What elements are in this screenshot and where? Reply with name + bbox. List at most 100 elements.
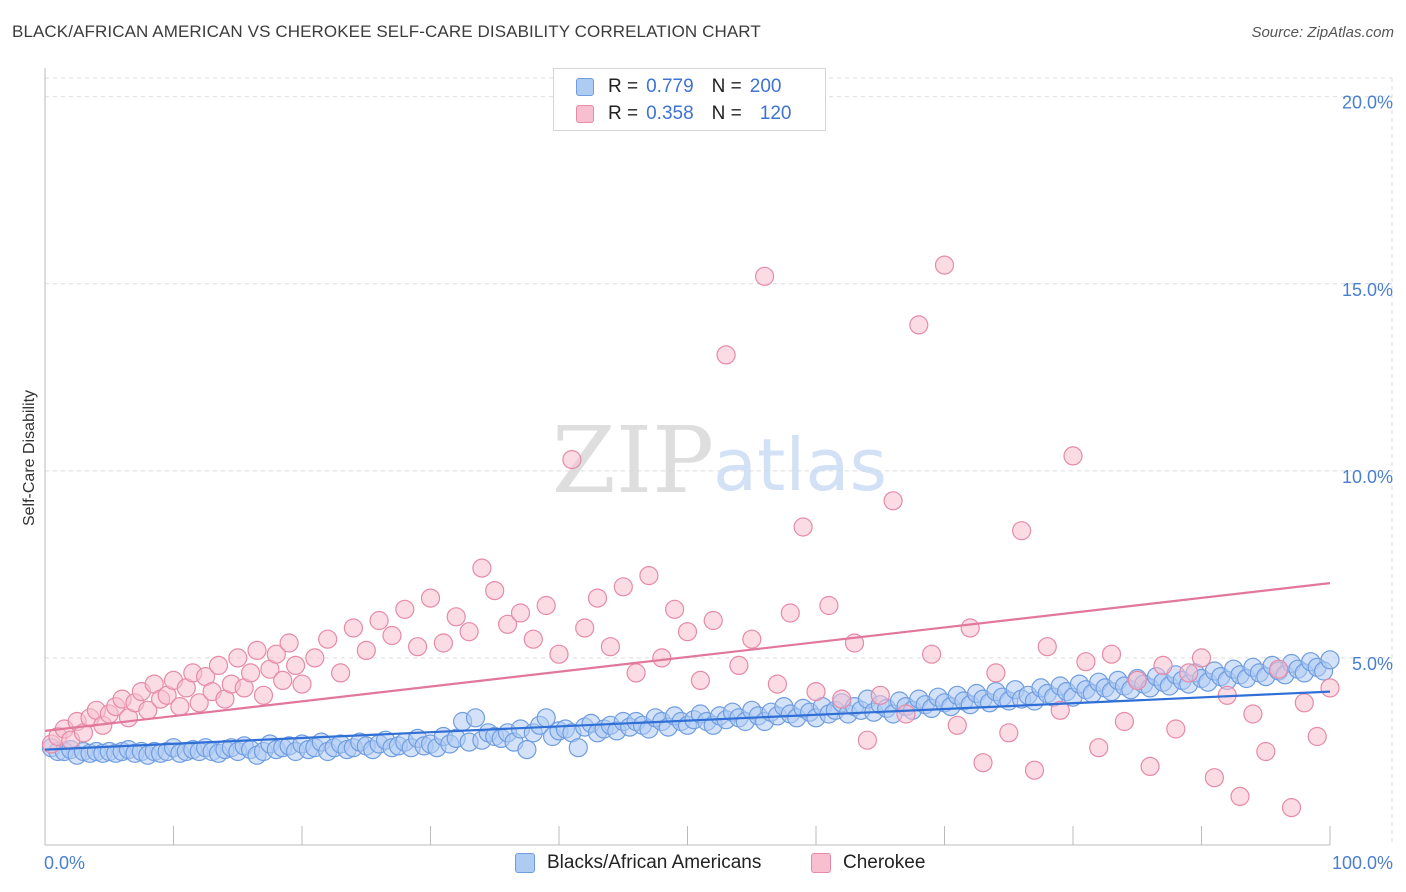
trend-layer — [44, 582, 1331, 751]
trend-line-cherokee — [44, 582, 1331, 732]
data-point — [909, 315, 929, 335]
legend-r-label: R = — [608, 76, 639, 97]
data-point — [465, 708, 486, 728]
data-point — [536, 595, 556, 616]
data-point — [1101, 644, 1122, 664]
correlation-legend: R = 0.779 N = 200 R = 0.358 N = 120 — [553, 68, 826, 131]
data-point — [369, 610, 389, 631]
data-point — [754, 266, 775, 286]
series-legend: Blacks/African Americans Cherokee — [0, 852, 1406, 876]
data-point — [472, 558, 492, 578]
data-point — [896, 704, 916, 724]
legend-n-value: 120 — [759, 103, 792, 124]
data-point — [1179, 663, 1199, 683]
data-point — [973, 753, 993, 773]
data-point — [356, 640, 376, 661]
x-tick-label: 100.0% — [1332, 853, 1393, 873]
data-point — [433, 633, 453, 653]
data-point — [742, 629, 762, 649]
y-tick-label: 20.0% — [1342, 93, 1393, 113]
data-point — [241, 663, 261, 683]
legend-row-cherokee: R = 0.358 N = 120 — [576, 103, 791, 125]
data-point — [883, 491, 903, 511]
data-point — [664, 599, 685, 619]
tick-labels: 5.0% 10.0% 15.0% 20.0% 0.0% 100.0% — [44, 93, 1393, 873]
chart-title: BLACK/AFRICAN AMERICAN VS CHEROKEE SELF-… — [12, 22, 761, 41]
data-point — [1294, 693, 1314, 713]
data-point — [292, 674, 312, 694]
data-point — [568, 738, 588, 758]
legend-swatch-cherokee — [576, 105, 594, 123]
data-point — [228, 648, 248, 668]
data-point — [690, 670, 711, 691]
data-point — [1153, 655, 1173, 676]
trend-line-blacks — [44, 690, 1331, 751]
data-point — [652, 648, 672, 668]
data-point — [934, 255, 955, 275]
data-point — [703, 610, 723, 631]
data-point — [253, 685, 274, 705]
legend-swatch-cherokee — [811, 853, 831, 873]
data-point — [395, 599, 415, 619]
data-point — [986, 663, 1006, 683]
data-point — [318, 629, 338, 649]
data-point — [485, 580, 505, 601]
data-point — [286, 655, 306, 676]
legend-label-blacks: Blacks/African Americans — [547, 852, 762, 873]
legend-item-blacks[interactable]: Blacks/African Americans — [515, 852, 761, 874]
data-point — [947, 715, 967, 735]
data-point — [498, 614, 518, 634]
data-point — [767, 674, 788, 694]
data-point — [420, 588, 441, 608]
y-tick-label: 10.0% — [1342, 467, 1393, 487]
data-point — [208, 655, 229, 676]
data-point — [523, 629, 543, 649]
data-point — [587, 588, 608, 608]
data-point — [170, 696, 190, 717]
data-point — [517, 739, 537, 760]
data-point — [382, 625, 402, 646]
legend-n-label: N = — [711, 76, 742, 97]
data-point — [600, 637, 621, 657]
legend-label-cherokee: Cherokee — [843, 852, 926, 873]
y-tick-label: 5.0% — [1352, 654, 1393, 674]
data-point — [832, 689, 852, 709]
data-point — [1320, 650, 1340, 670]
data-point — [793, 517, 813, 537]
y-tick-label: 15.0% — [1342, 280, 1393, 300]
data-point — [780, 603, 800, 623]
series-layer — [41, 255, 1340, 818]
data-point — [960, 618, 980, 638]
data-point — [331, 663, 351, 683]
data-point — [273, 670, 293, 691]
data-point — [870, 685, 890, 705]
legend-swatch-blacks — [515, 853, 535, 873]
data-point — [857, 730, 878, 750]
data-point — [921, 644, 942, 664]
data-point — [1166, 719, 1186, 739]
data-point — [459, 622, 479, 642]
data-point — [716, 345, 736, 365]
data-point — [639, 565, 659, 586]
data-point — [1268, 659, 1289, 679]
data-point — [266, 644, 286, 664]
data-point — [806, 681, 826, 702]
data-point — [819, 595, 839, 616]
legend-n-label: N = — [711, 103, 742, 124]
data-point — [729, 655, 749, 676]
data-point — [1307, 726, 1327, 747]
data-point — [1281, 797, 1302, 818]
data-point — [1320, 678, 1340, 698]
data-point — [562, 450, 582, 470]
data-point — [446, 607, 466, 627]
axes — [44, 68, 1331, 846]
data-point — [305, 648, 325, 668]
x-tick-label: 0.0% — [44, 853, 85, 873]
legend-r-value: 0.358 — [646, 103, 694, 124]
data-point — [1127, 670, 1147, 691]
data-point — [1204, 768, 1225, 788]
legend-item-cherokee[interactable]: Cherokee — [811, 852, 925, 874]
data-point — [1243, 704, 1263, 724]
legend-row-blacks: R = 0.779 N = 200 — [576, 76, 781, 98]
